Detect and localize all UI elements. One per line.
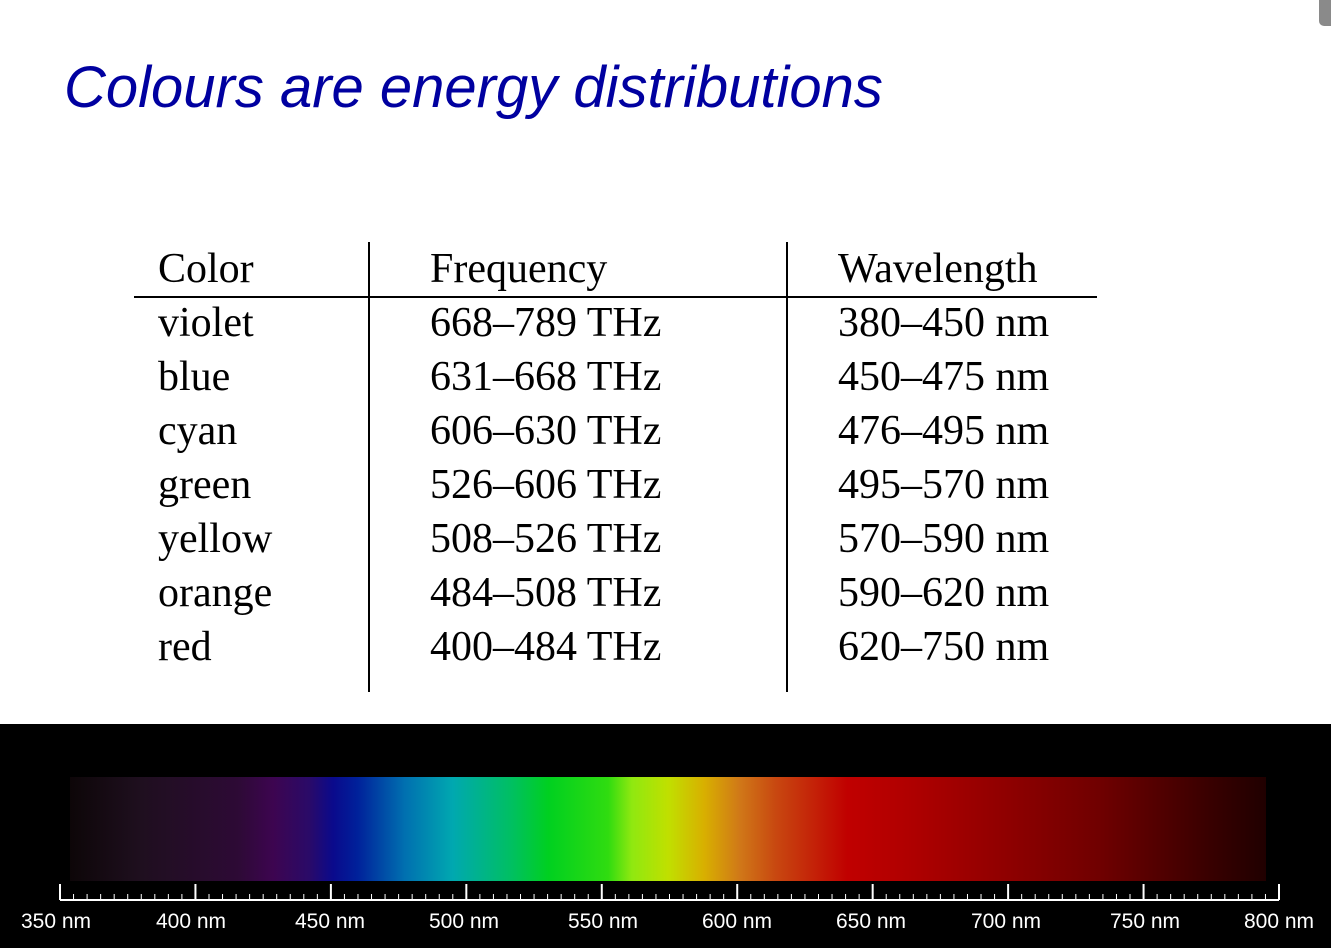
visible-spectrum-gradient	[70, 777, 1266, 881]
row-cyan-frequency: 606–630 THz	[430, 408, 662, 454]
row-red-wavelength: 620–750 nm	[838, 624, 1050, 670]
header-wavelength: Wavelength	[838, 246, 1038, 292]
row-green-wavelength: 495–570 nm	[838, 462, 1050, 508]
label-700nm: 700 nm	[970, 910, 1042, 933]
row-violet-wavelength: 380–450 nm	[838, 300, 1050, 346]
label-450nm: 450 nm	[294, 910, 366, 933]
row-cyan-wavelength: 476–495 nm	[838, 408, 1050, 454]
label-550nm: 550 nm	[567, 910, 639, 933]
row-orange-color: orange	[158, 570, 273, 616]
row-blue-frequency: 631–668 THz	[430, 354, 662, 400]
label-650nm: 650 nm	[835, 910, 907, 933]
header-rule	[134, 296, 1097, 298]
slide-title: Colours are energy distributions	[64, 55, 883, 120]
spectrum-panel: 350 nm 400 nm 450 nm 500 nm 550 nm 600 n…	[0, 724, 1331, 948]
column-divider-1	[368, 242, 370, 692]
row-red-frequency: 400–484 THz	[430, 624, 662, 670]
row-blue-color: blue	[158, 354, 231, 400]
row-red-color: red	[158, 624, 212, 670]
row-blue-wavelength: 450–475 nm	[838, 354, 1050, 400]
row-violet-frequency: 668–789 THz	[430, 300, 662, 346]
row-violet-color: violet	[158, 300, 254, 346]
row-yellow-color: yellow	[158, 516, 273, 562]
row-cyan-color: cyan	[158, 408, 238, 454]
label-750nm: 750 nm	[1109, 910, 1181, 933]
corner-tab[interactable]	[1319, 0, 1331, 26]
label-350nm: 350 nm	[20, 910, 92, 933]
label-600nm: 600 nm	[701, 910, 773, 933]
row-orange-frequency: 484–508 THz	[430, 570, 662, 616]
wavelength-ruler	[59, 884, 1280, 901]
header-color: Color	[158, 246, 254, 292]
color-table: Color Frequency Wavelength violet 668–78…	[134, 242, 1097, 692]
label-400nm: 400 nm	[155, 910, 227, 933]
row-green-color: green	[158, 462, 252, 508]
column-divider-2	[786, 242, 788, 692]
row-orange-wavelength: 590–620 nm	[838, 570, 1050, 616]
row-yellow-frequency: 508–526 THz	[430, 516, 662, 562]
row-green-frequency: 526–606 THz	[430, 462, 662, 508]
row-yellow-wavelength: 570–590 nm	[838, 516, 1050, 562]
header-frequency: Frequency	[430, 246, 608, 292]
label-500nm: 500 nm	[428, 910, 500, 933]
label-800nm: 800 nm	[1243, 910, 1315, 933]
